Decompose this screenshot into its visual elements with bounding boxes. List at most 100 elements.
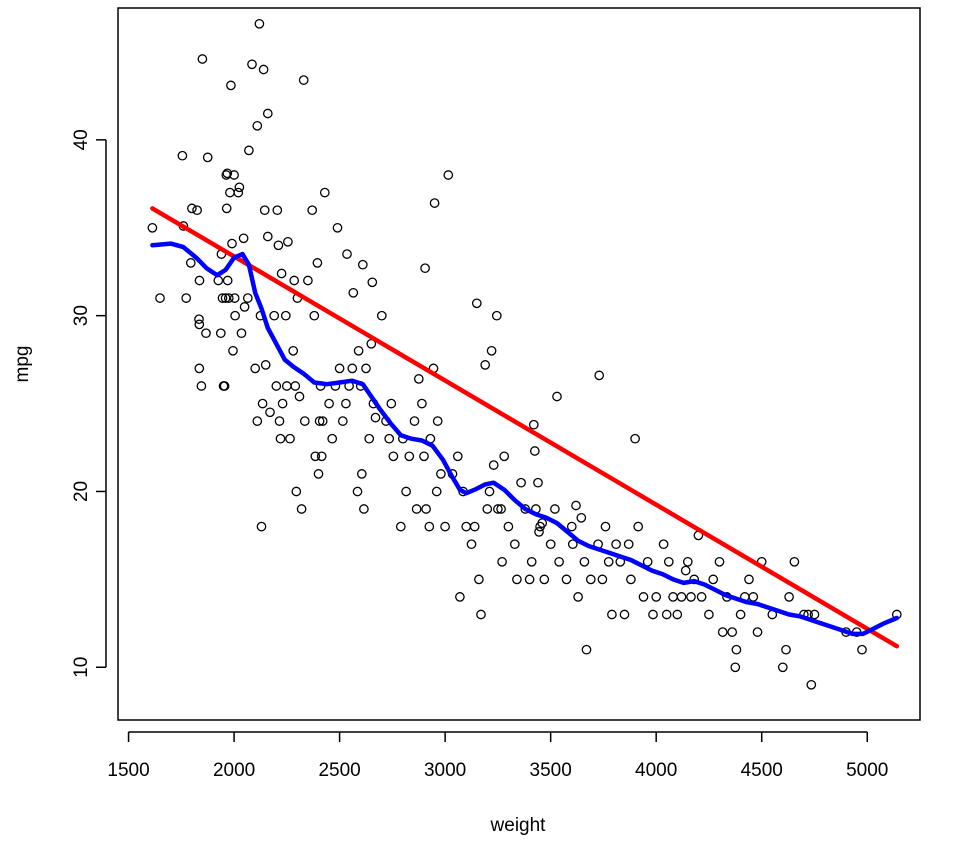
data-point [310,451,321,462]
data-point [516,477,526,488]
data-point [288,345,299,356]
data-point [534,527,544,537]
data-point [194,319,205,330]
data-point [352,486,363,497]
data-point [194,275,205,286]
data-point [229,170,239,180]
data-point [229,293,240,303]
data-point [317,416,328,426]
data-point [539,574,550,585]
data-point [493,504,503,514]
data-point [696,592,707,602]
x-tick-label: 2000 [213,760,255,781]
data-point [496,504,506,514]
data-point [411,504,422,514]
data-point [230,310,240,321]
data-point [484,486,495,497]
data-point [367,277,378,288]
data-point [256,521,267,532]
smooth-fit-line [150,241,900,637]
data-point [285,433,295,444]
data-point [420,263,430,274]
data-point [280,310,291,321]
data-point [220,293,231,303]
data-point [735,609,746,620]
data-point [552,391,562,402]
data-point [283,236,293,247]
data-point [603,556,614,567]
data-point [289,275,300,286]
data-point [499,451,510,462]
data-point [488,460,499,470]
data-point [689,574,700,585]
x-tick-label: 2500 [318,760,360,781]
data-point [630,433,640,444]
data-point [239,302,250,312]
data-point [327,433,338,444]
data-point [419,451,429,462]
data-point [388,451,399,462]
data-point [661,609,672,620]
data-point [276,268,287,279]
data-point [537,518,548,528]
data-point [312,258,323,268]
data-point [443,170,454,180]
data-point [226,80,236,91]
data-point [296,504,307,514]
data-point [221,203,232,214]
data-point [324,398,334,409]
data-point [370,412,381,423]
data-point [784,592,794,602]
data-point [364,433,375,444]
data-point [512,574,522,585]
data-point [509,539,520,550]
data-point [648,609,658,620]
fit-lines [150,206,900,649]
data-point [579,556,590,567]
data-point [672,609,683,620]
data-point [348,287,359,298]
data-point [192,205,202,216]
data-point [789,556,800,567]
data-point [717,627,728,637]
y-tick-label: 40 [71,129,92,150]
data-point [177,150,188,161]
data-point [273,240,284,251]
data-point [731,644,742,655]
y-axis-label: mpg [12,346,33,383]
data-point [247,59,257,70]
data-point [269,310,280,321]
data-point [222,168,233,179]
data-point [147,222,158,233]
data-point [651,592,662,602]
data-point [259,205,270,216]
data-point [482,504,493,514]
data-point [633,521,644,532]
data-point [597,574,608,585]
x-tick-label: 1500 [107,760,149,781]
data-point [215,328,226,339]
data-point [316,451,327,462]
data-point [594,370,605,381]
data-point [341,398,351,409]
x-tick-label: 3000 [424,760,466,781]
data-point [307,205,318,216]
data-point [491,310,502,321]
data-point [187,203,197,214]
data-point [623,539,634,550]
data-point [257,398,268,409]
data-point [234,182,245,193]
linear-fit-line [150,206,900,649]
data-point [201,328,211,339]
data-point [600,521,611,532]
data-point [777,662,788,673]
data-point [299,416,310,426]
data-point [744,574,754,585]
data-point [262,108,273,119]
data-point [529,446,540,456]
data-point [486,345,497,356]
data-point [250,363,261,374]
data-point [432,416,443,426]
data-point [806,679,817,690]
data-point [526,556,537,567]
